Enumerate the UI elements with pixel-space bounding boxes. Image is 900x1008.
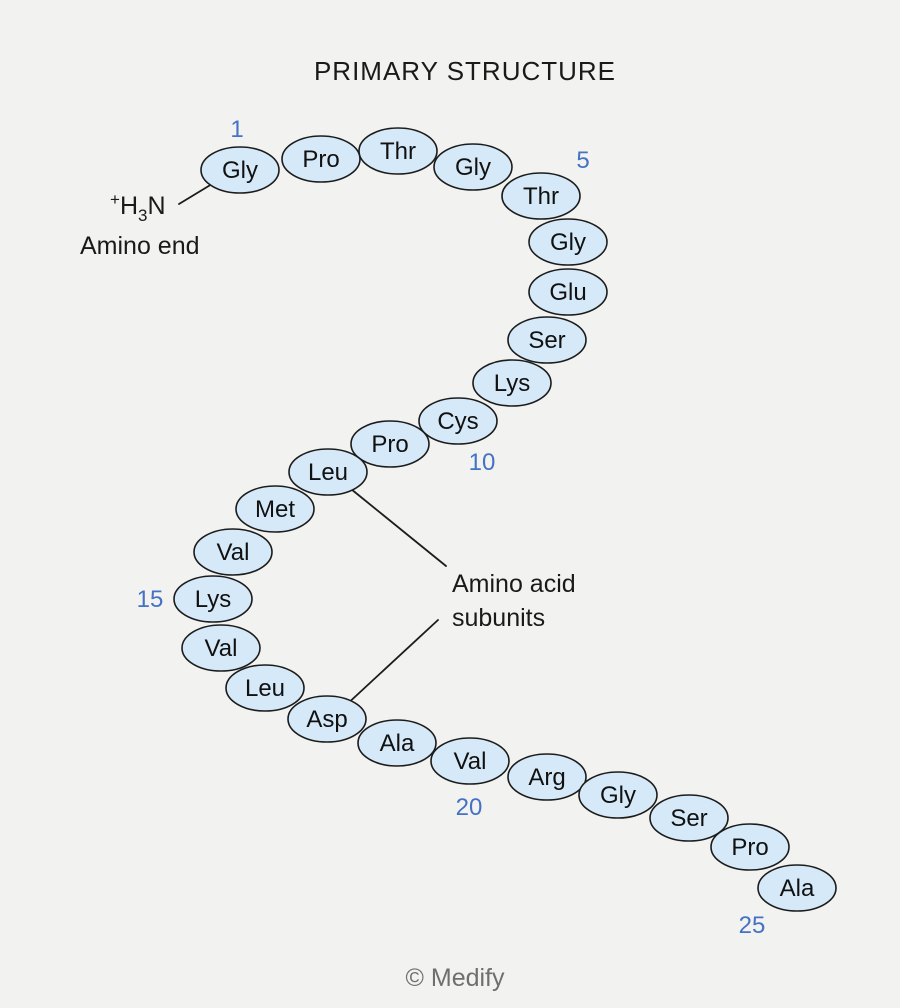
amino-acid-label: Leu [308, 459, 348, 486]
amino-end-connector [178, 183, 213, 205]
amino-acid-ellipse [710, 823, 790, 871]
amino-acid-node-2-pro: Pro [281, 135, 361, 183]
amino-acid-label: Pro [731, 834, 768, 861]
amino-acid-node-23-ser: Ser [649, 794, 729, 842]
amino-acid-label: Pro [302, 146, 339, 173]
position-marker-10: 10 [469, 449, 496, 476]
formula-count-subscript: 3 [138, 206, 147, 225]
copyright-footer: © Medify [406, 964, 505, 992]
formula-n: N [147, 192, 165, 220]
amino-acid-label: Pro [371, 431, 408, 458]
annotation-line-2: subunits [452, 604, 545, 632]
amino-acid-node-16-val: Val [181, 624, 261, 672]
amino-acid-ellipse [472, 359, 552, 407]
amino-acid-label: Glu [549, 279, 586, 306]
connector-lines [178, 183, 447, 708]
amino-acid-label: Lys [195, 586, 231, 613]
amino-acid-label: Ala [780, 875, 815, 902]
amino-acid-ellipse [235, 485, 315, 533]
amino-acid-ellipse [649, 794, 729, 842]
amino-acid-node-25-ala: Ala [757, 864, 837, 912]
amino-acid-label: Gly [222, 157, 258, 184]
amino-acid-node-10-cys: Cys [418, 397, 498, 445]
amino-end-formula: +H3N [110, 190, 166, 225]
amino-acid-ellipse [350, 420, 430, 468]
amino-acid-label: Thr [523, 183, 559, 210]
amino-acid-node-5-thr: Thr [501, 172, 581, 220]
amino-acid-label: Met [255, 496, 295, 523]
amino-acid-label: Val [205, 635, 238, 662]
amino-acid-label: Arg [528, 764, 565, 791]
position-marker-20: 20 [456, 794, 483, 821]
amino-acid-ellipse [501, 172, 581, 220]
amino-acid-label: Leu [245, 675, 285, 702]
amino-acid-node-22-gly: Gly [578, 771, 658, 819]
amino-acid-ellipse [287, 695, 367, 743]
amino-acid-node-13-met: Met [235, 485, 315, 533]
amino-acid-ellipse [181, 624, 261, 672]
amino-acid-node-3-thr: Thr [358, 127, 438, 175]
amino-acid-ellipse [433, 143, 513, 191]
amino-acid-label: Cys [437, 408, 478, 435]
position-marker-15: 15 [137, 586, 164, 613]
amino-acid-node-11-pro: Pro [350, 420, 430, 468]
subunit-pointer-top [350, 488, 447, 567]
amino-acid-node-7-glu: Glu [528, 268, 608, 316]
amino-acid-ellipse [281, 135, 361, 183]
amino-acid-ellipse [358, 127, 438, 175]
amino-acid-ellipse [418, 397, 498, 445]
page-title: PRIMARY STRUCTURE [314, 56, 616, 86]
amino-acid-label: Gly [455, 154, 491, 181]
amino-acid-ellipse [200, 146, 280, 194]
amino-acid-ellipse [528, 218, 608, 266]
amino-acid-node-24-pro: Pro [710, 823, 790, 871]
amino-acid-ellipse [193, 528, 273, 576]
amino-acid-label: Asp [306, 706, 347, 733]
amino-acid-chain: Gly Pro ThrGlyThrGlyGluSerLysCysProLeuMetV… [173, 127, 837, 912]
amino-acid-ellipse [173, 575, 253, 623]
amino-acid-node-15-lys: Lys [173, 575, 253, 623]
amino-acid-label: Gly [600, 782, 636, 809]
amino-acid-node-9-lys: Lys [472, 359, 552, 407]
annotation-line-1: Amino acid [452, 570, 576, 598]
amino-acid-label: Ser [670, 805, 707, 832]
amino-acid-ellipse [528, 268, 608, 316]
amino-acid-ellipse [288, 448, 368, 496]
amino-acid-node-20-val: Val [430, 737, 510, 785]
amino-acid-node-14-val: Val [193, 528, 273, 576]
amino-acid-ellipse [757, 864, 837, 912]
amino-acid-node-8-ser: Ser [507, 316, 587, 364]
amino-acid-ellipse [507, 316, 587, 364]
amino-acid-label: Ser [528, 327, 565, 354]
amino-acid-node-6-gly: Gly [528, 218, 608, 266]
amino-end-label: Amino end [80, 232, 200, 260]
position-marker-25: 25 [739, 912, 766, 939]
amino-acid-label: Ala [380, 730, 415, 757]
position-marker-1: 1 [230, 116, 243, 143]
amino-acid-label: Val [217, 539, 250, 566]
amino-acid-ellipse [430, 737, 510, 785]
amino-acid-label: Gly [550, 229, 586, 256]
subunit-pointer-bottom [343, 619, 439, 708]
amino-acid-node-18-asp: Asp [287, 695, 367, 743]
formula-h: H [120, 192, 138, 220]
amino-acid-node-1-gly: Gly [200, 146, 280, 194]
amino-acid-ellipse [507, 753, 587, 801]
amino-acid-label: Val [454, 748, 487, 775]
amino-acid-ellipse [357, 719, 437, 767]
amino-acid-node-4-gly: Gly [433, 143, 513, 191]
amino-acid-node-12-leu: Leu [288, 448, 368, 496]
amino-acid-label: Lys [494, 370, 530, 397]
amino-acid-node-17-leu: Leu [225, 664, 305, 712]
position-marker-5: 5 [576, 147, 589, 174]
amino-acid-node-21-arg: Arg [507, 753, 587, 801]
amino-acid-node-19-ala: Ala [357, 719, 437, 767]
amino-acid-label: Thr [380, 138, 416, 165]
amino-acid-ellipse [578, 771, 658, 819]
formula-charge-superscript: + [110, 190, 120, 209]
amino-acid-ellipse [225, 664, 305, 712]
